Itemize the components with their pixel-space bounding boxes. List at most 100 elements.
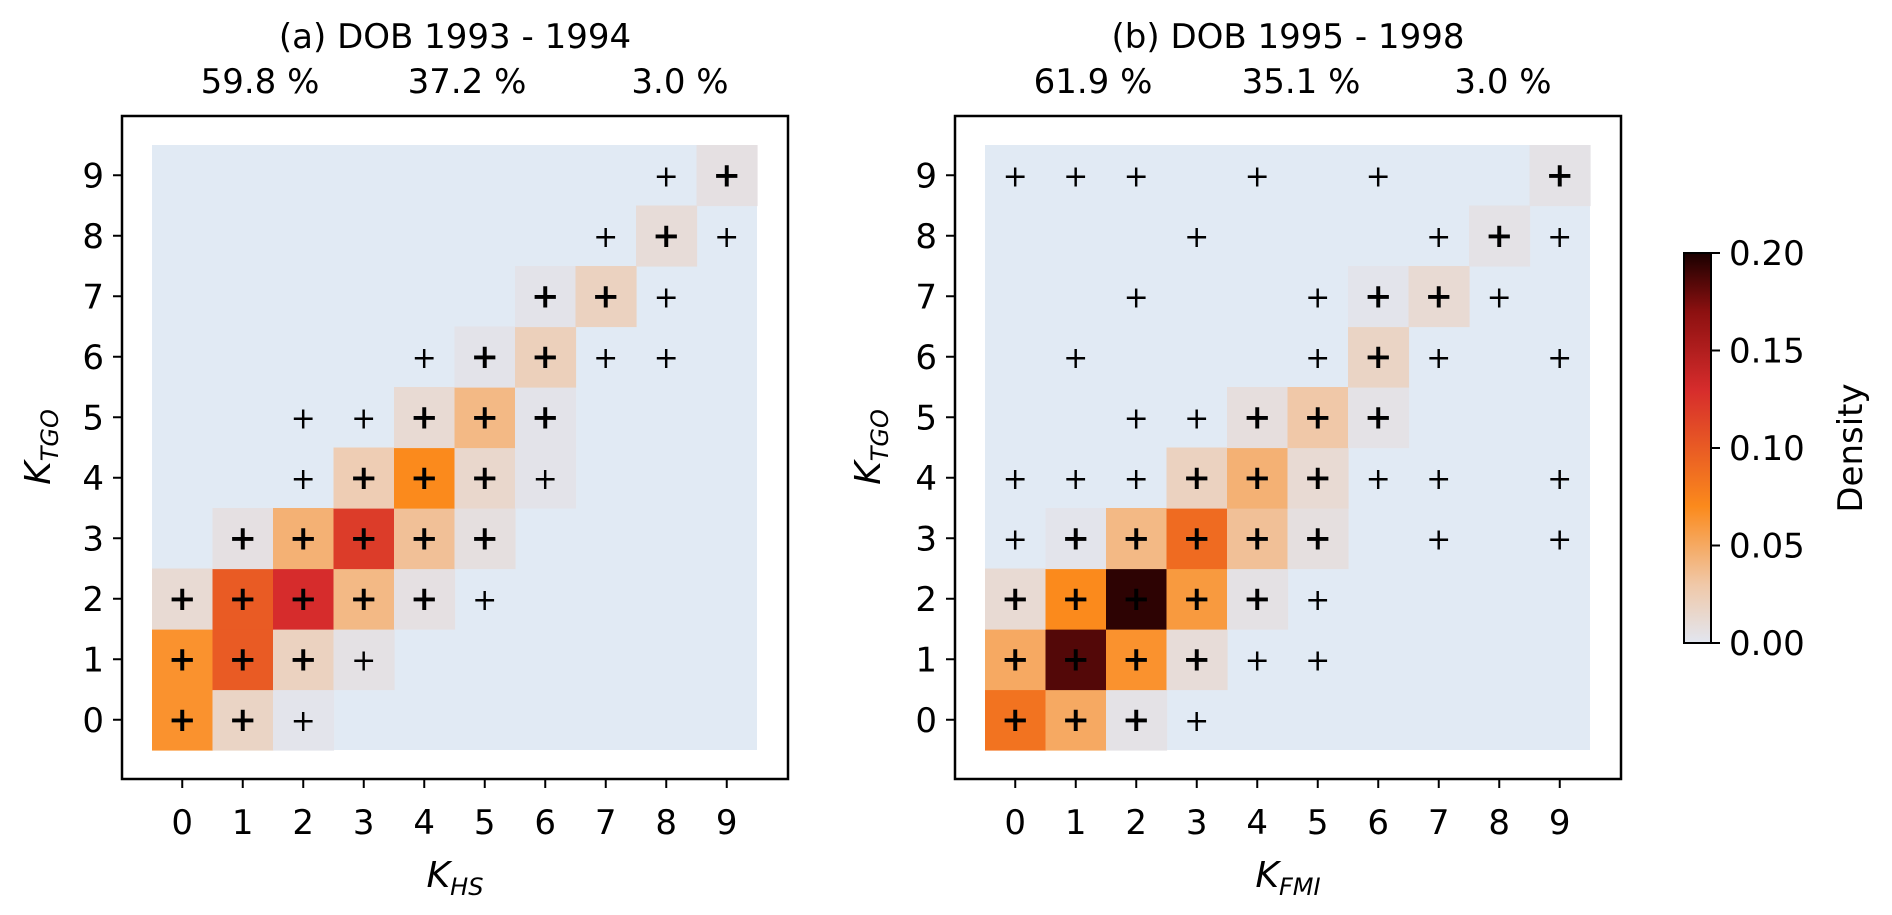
plus-marker: +: [1426, 462, 1451, 497]
heatmap-cell: [1166, 568, 1228, 630]
plus-marker: +: [1245, 159, 1270, 194]
heatmap-cell: [333, 447, 395, 509]
heatmap-cell: [1106, 629, 1168, 691]
plus-marker: +: [350, 458, 379, 498]
heatmap-cell: [1106, 508, 1168, 570]
x-tick-label: 9: [1549, 803, 1571, 843]
plus-marker: +: [471, 337, 500, 377]
plus-marker: +: [1003, 159, 1028, 194]
plus-marker: +: [1001, 639, 1030, 679]
plus-marker: +: [1124, 280, 1149, 315]
plus-marker: +: [531, 276, 560, 316]
plus-marker: +: [350, 518, 379, 558]
plus-marker: +: [168, 579, 197, 619]
heatmap-cell: [575, 266, 637, 328]
heatmap-cell: [273, 689, 335, 751]
heatmap-cell: [515, 266, 577, 328]
heatmap-cell: [394, 387, 456, 449]
heatmap-cell: [1348, 387, 1410, 449]
panel-a-percent-1: 59.8 %: [201, 62, 320, 102]
plus-marker: +: [1124, 401, 1149, 436]
plus-marker: +: [229, 700, 258, 740]
plus-marker: +: [1183, 639, 1212, 679]
plus-marker: +: [1366, 462, 1391, 497]
plus-marker: +: [289, 518, 318, 558]
y-tick-label: 6: [82, 338, 104, 378]
plus-marker: +: [1003, 522, 1028, 557]
plus-marker: +: [1364, 397, 1393, 437]
heatmap-cell: [1045, 508, 1107, 570]
y-tick-label: 2: [82, 580, 104, 620]
y-tick-label: 5: [915, 398, 937, 438]
plus-marker: +: [1547, 462, 1572, 497]
colorbar-tick-label: 0.10: [1729, 429, 1805, 469]
plus-marker: +: [1305, 583, 1330, 618]
x-tick-label: 5: [474, 803, 496, 843]
plus-marker: +: [533, 462, 558, 497]
heatmap-cell: [333, 568, 395, 630]
heatmap-cell: [394, 447, 456, 509]
heatmap-cell: [515, 447, 577, 509]
heatmap-panel-b: (b) DOB 1995 - 1998 61.9 % 35.1 % 3.0 % …: [848, 17, 1623, 901]
plus-marker: +: [351, 401, 376, 436]
plus-marker: +: [1485, 216, 1514, 256]
x-tick-label: 8: [655, 803, 677, 843]
plus-marker: +: [1425, 276, 1454, 316]
plus-marker: +: [1124, 159, 1149, 194]
heatmap-cell: [273, 629, 335, 691]
heatmap-cell: [1408, 266, 1470, 328]
panel-b-percent-1: 61.9 %: [1034, 62, 1153, 102]
heatmap-cell: [394, 568, 456, 630]
colorbar-ticks: 0.00 0.05 0.10 0.15 0.20: [1711, 234, 1805, 664]
panel-b-markers: + + + + + + + + + + + + + + + + + + + + + + + + + + + + + + + + + + + + + + + +…: [1001, 155, 1574, 740]
x-tick-label: 9: [716, 803, 738, 843]
panel-a-y-ticks: 0 1 2 3 4 5 6 7 8 9: [82, 156, 122, 741]
heatmap-cell: [454, 326, 516, 388]
plus-marker: +: [1426, 522, 1451, 557]
panel-a-x-axis-label: KHS: [427, 855, 484, 901]
colorbar-gradient: [1683, 252, 1712, 644]
plus-marker: +: [1183, 579, 1212, 619]
x-tick-label: 5: [1307, 803, 1329, 843]
heatmap-cell: [1287, 387, 1349, 449]
y-tick-label: 7: [82, 277, 104, 317]
heatmap-cell: [515, 387, 577, 449]
plus-marker: +: [713, 155, 742, 195]
x-tick-label: 4: [1246, 803, 1268, 843]
heatmap-panel-a: (a) DOB 1993 - 1994 59.8 % 37.2 % 3.0 % …: [18, 17, 790, 901]
plus-marker: +: [1062, 579, 1091, 619]
plus-marker: +: [1122, 518, 1151, 558]
panel-a-markers: + + + + + + + + + + + + + + + + + + + + + + + + + + + + + + + + + + + + + + + +…: [168, 155, 741, 740]
plus-marker: +: [1183, 458, 1212, 498]
heatmap-cell: [1166, 447, 1228, 509]
plus-marker: +: [168, 700, 197, 740]
y-tick-label: 0: [915, 701, 937, 741]
panel-a-title: (a) DOB 1993 - 1994: [279, 17, 631, 57]
plus-marker: +: [291, 704, 316, 739]
panel-a-percent-3: 3.0 %: [631, 62, 728, 102]
y-tick-label: 6: [915, 338, 937, 378]
plus-marker: +: [1122, 700, 1151, 740]
x-tick-label: 4: [413, 803, 435, 843]
plus-marker: +: [1547, 522, 1572, 557]
panel-a-frame: [120, 114, 790, 781]
heatmap-cell: [1287, 508, 1349, 570]
heatmap-cell: [212, 508, 274, 570]
y-tick-label: 0: [82, 701, 104, 741]
plus-marker: +: [593, 220, 618, 255]
heatmap-cell: [454, 508, 516, 570]
y-tick-label: 4: [915, 459, 937, 499]
heatmap-cell: [212, 629, 274, 691]
plus-marker: +: [1426, 341, 1451, 376]
heatmap-cell: [1529, 145, 1591, 207]
y-tick-label: 4: [82, 459, 104, 499]
plus-marker: +: [1184, 401, 1209, 436]
plus-marker: +: [350, 579, 379, 619]
plus-marker: +: [471, 458, 500, 498]
plus-marker: +: [1243, 579, 1272, 619]
y-tick-label: 1: [82, 640, 104, 680]
y-tick-label: 1: [915, 640, 937, 680]
plus-marker: +: [1184, 704, 1209, 739]
plus-marker: +: [168, 639, 197, 679]
